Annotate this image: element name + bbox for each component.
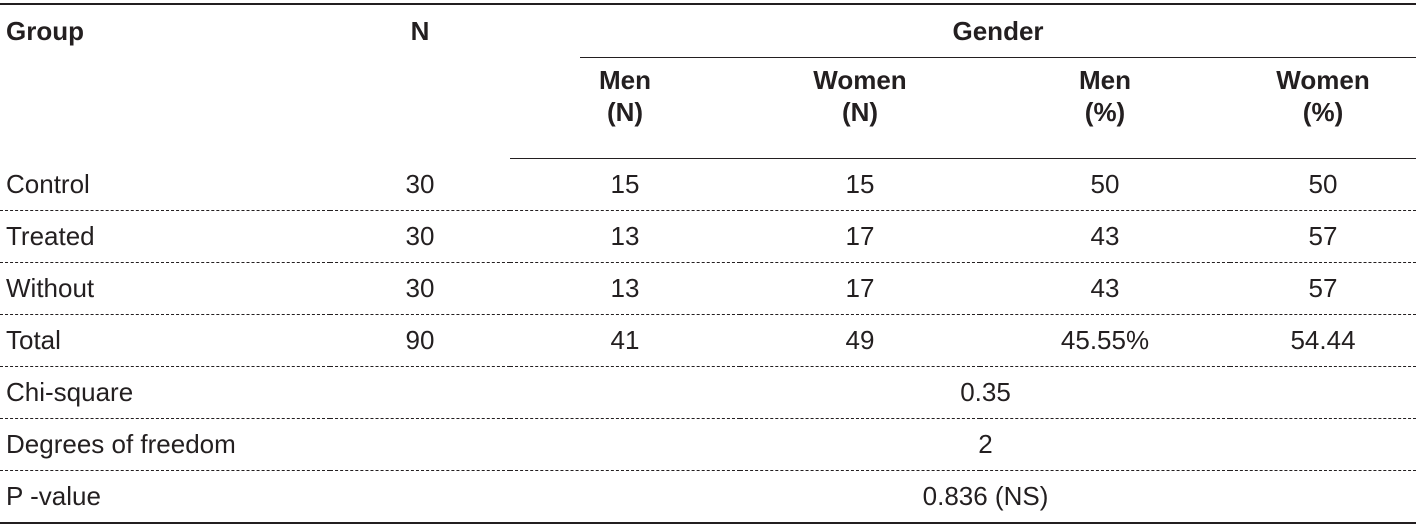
cell: 15 <box>740 158 980 211</box>
table-body: Control 30 15 15 50 50 Treated 30 13 17 43 57 Withou… <box>0 158 1417 524</box>
cell: 30 <box>330 210 510 263</box>
cell: 50 <box>980 158 1230 211</box>
subheader-line: (N) <box>841 97 879 127</box>
stat-row: P -value 0.836 (NS) <box>0 470 1417 524</box>
header-n: N <box>330 3 510 159</box>
header-gender-cell: Gender <box>510 3 1417 58</box>
table-header: Group N Gender Men (N) Women (N) Men (%) Women… <box>0 3 1417 159</box>
subheader-line: Men <box>599 65 651 95</box>
row-label: Control <box>0 158 330 211</box>
subheader: Women (%) <box>1230 58 1417 159</box>
subheader: Men (N) <box>510 58 740 159</box>
cell: 90 <box>330 314 510 367</box>
stat-label: Chi-square <box>0 366 510 419</box>
stat-value: 0.35 <box>510 366 1417 419</box>
stat-value: 0.836 (NS) <box>510 470 1417 524</box>
table-row: Treated 30 13 17 43 57 <box>0 210 1417 263</box>
subheader: Men (%) <box>980 58 1230 159</box>
subheader-line: (%) <box>1084 97 1126 127</box>
cell: 30 <box>330 262 510 315</box>
cell: 43 <box>980 210 1230 263</box>
cell: 15 <box>510 158 740 211</box>
stat-label: P -value <box>0 470 510 524</box>
cell: 54.44 <box>1230 314 1417 367</box>
cell: 41 <box>510 314 740 367</box>
row-label: Treated <box>0 210 330 263</box>
cell: 30 <box>330 158 510 211</box>
table-row: Total 90 41 49 45.55% 54.44 <box>0 314 1417 367</box>
cell: 17 <box>740 262 980 315</box>
subheader: Women (N) <box>740 58 980 159</box>
subheader-line: Women <box>813 65 907 95</box>
cell: 17 <box>740 210 980 263</box>
table-row: Control 30 15 15 50 50 <box>0 158 1417 211</box>
subheader-row: Men (N) Women (N) Men (%) Women (%) <box>0 58 1417 159</box>
header-group: Group <box>0 3 330 159</box>
table-row: Without 30 13 17 43 57 <box>0 262 1417 315</box>
data-table: Group N Gender Men (N) Women (N) Men (%) Women… <box>0 3 1417 524</box>
row-label: Total <box>0 314 330 367</box>
row-label: Without <box>0 262 330 315</box>
subheader-line: (N) <box>606 97 644 127</box>
cell: 13 <box>510 210 740 263</box>
cell: 49 <box>740 314 980 367</box>
subheader-line: (%) <box>1302 97 1344 127</box>
stat-row: Degrees of freedom 2 <box>0 418 1417 471</box>
stat-value: 2 <box>510 418 1417 471</box>
header-gender: Gender <box>580 5 1417 58</box>
cell: 57 <box>1230 210 1417 263</box>
stat-row: Chi-square 0.35 <box>0 366 1417 419</box>
cell: 57 <box>1230 262 1417 315</box>
cell: 50 <box>1230 158 1417 211</box>
cell: 45.55% <box>980 314 1230 367</box>
subheader-line: Men <box>1079 65 1131 95</box>
cell: 43 <box>980 262 1230 315</box>
cell: 13 <box>510 262 740 315</box>
subheader-line: Women <box>1276 65 1370 95</box>
stat-label: Degrees of freedom <box>0 418 510 471</box>
